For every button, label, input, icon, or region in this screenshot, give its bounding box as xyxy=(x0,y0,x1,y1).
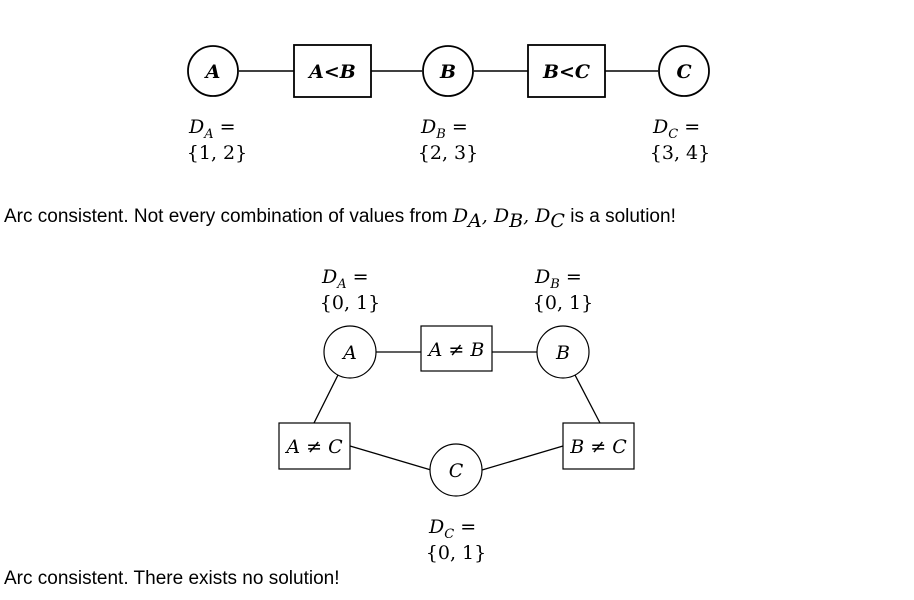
constraint-b-lt-c-label: B<C xyxy=(542,61,590,83)
domain-c-2-eq: = xyxy=(454,516,476,538)
caption-2: Arc consistent. There exists no solution… xyxy=(4,568,339,589)
domain-b-sub: B xyxy=(435,127,446,142)
domain-a-name: D xyxy=(188,116,204,138)
domain-c-name: D xyxy=(652,116,668,138)
node-c-2-label: C xyxy=(449,460,464,482)
domain-b-2-eq: = xyxy=(560,266,582,288)
constraint-b-lt-c: B<C xyxy=(527,44,606,98)
constraint-b-neq-c-label: B ≠ C xyxy=(569,436,627,458)
svg-text:DC =: DC = xyxy=(652,116,700,142)
domain-c-2-set: {0, 1} xyxy=(426,542,486,564)
constraint-b-neq-c: B ≠ C xyxy=(562,422,635,470)
diagram-2: A A ≠ B B A ≠ C B ≠ C C DA = {0, 1} DB = xyxy=(4,266,635,589)
domain-b-2-sub: B xyxy=(549,277,560,292)
domain-a-2-eq: = xyxy=(347,266,369,288)
caption-1-d1: D xyxy=(452,205,468,227)
node-c-2: C xyxy=(429,443,483,497)
svg-text:DC =: DC = xyxy=(428,516,476,542)
domain-b-2: DB = {0, 1} xyxy=(533,266,593,314)
caption-1-d2: D xyxy=(493,205,509,227)
node-b-label: B xyxy=(439,61,456,83)
caption-1-s3: C xyxy=(550,210,565,232)
domain-a-sub: A xyxy=(203,127,213,142)
domain-c-sub: C xyxy=(668,127,678,142)
diagram-1: A A<B B B<C C DA = {1, 2} DB = {2, 3} DC… xyxy=(4,44,710,232)
domain-c-2: DC = {0, 1} xyxy=(426,516,486,564)
constraint-a-neq-c: A ≠ C xyxy=(278,422,351,470)
svg-text:DA =: DA = xyxy=(188,116,236,142)
domain-a-2-name: D xyxy=(321,266,337,288)
domain-c-2-sub: C xyxy=(444,527,454,542)
domain-c-2-name: D xyxy=(428,516,444,538)
node-a-2: A xyxy=(323,325,377,379)
caption-1-suffix: is a solution! xyxy=(565,206,676,227)
domain-a-eq: = xyxy=(214,116,236,138)
svg-text:DA =: DA = xyxy=(321,266,369,292)
node-c-label: C xyxy=(676,61,691,83)
domain-b-2-name: D xyxy=(534,266,550,288)
node-a: A xyxy=(187,45,239,97)
caption-1: Arc consistent. Not every combination of… xyxy=(4,205,676,232)
domain-a-2-sub: A xyxy=(336,277,346,292)
domain-b-set: {2, 3} xyxy=(418,142,478,164)
node-a-label: A xyxy=(204,61,221,83)
domain-b: DB = {2, 3} xyxy=(418,116,478,164)
edge-aneqc-c xyxy=(349,445,432,471)
domain-c-eq: = xyxy=(678,116,700,138)
domain-b-name: D xyxy=(420,116,436,138)
domain-a-2-set: {0, 1} xyxy=(320,292,380,314)
node-b: B xyxy=(422,45,474,97)
node-b-2: B xyxy=(536,325,590,379)
domain-a-2: DA = {0, 1} xyxy=(320,266,380,314)
caption-1-prefix: Arc consistent. Not every combination of… xyxy=(4,206,453,227)
domain-a: DA = {1, 2} xyxy=(187,116,247,164)
domain-b-eq: = xyxy=(446,116,468,138)
node-b-2-label: B xyxy=(555,342,570,364)
constraint-a-lt-b: A<B xyxy=(293,44,372,98)
node-a-2-label: A xyxy=(341,342,357,364)
svg-text:DB =: DB = xyxy=(534,266,582,292)
constraint-a-lt-b-label: A<B xyxy=(307,61,356,83)
node-c: C xyxy=(658,45,710,97)
domain-c-set: {3, 4} xyxy=(650,142,710,164)
edge-b-bneqc xyxy=(574,374,601,424)
caption-1-s1: A xyxy=(466,210,482,232)
domain-b-2-set: {0, 1} xyxy=(533,292,593,314)
domain-c: DC = {3, 4} xyxy=(650,116,710,164)
constraint-a-neq-c-label: A ≠ C xyxy=(284,436,343,458)
edge-a-aneqc xyxy=(313,374,339,424)
svg-text:DB =: DB = xyxy=(420,116,468,142)
edge-c-bneqc xyxy=(481,445,564,471)
constraint-a-neq-b: A ≠ B xyxy=(420,325,493,372)
constraint-a-neq-b-label: A ≠ B xyxy=(427,339,485,361)
domain-a-set: {1, 2} xyxy=(187,142,247,164)
caption-1-s2: B xyxy=(508,210,523,232)
caption-1-d3: D xyxy=(534,205,550,227)
